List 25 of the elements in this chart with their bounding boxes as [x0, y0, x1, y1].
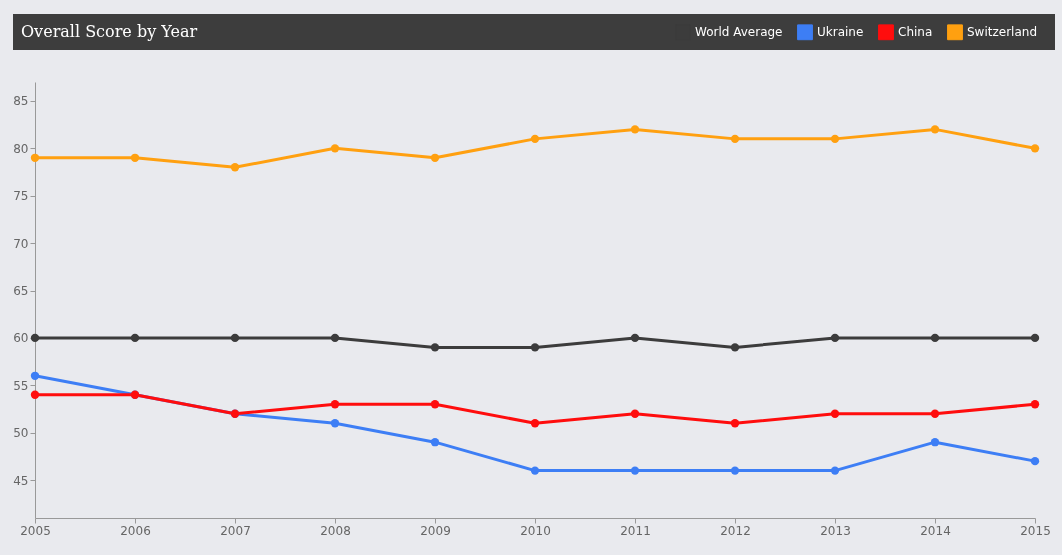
legend-label: Ukraine	[817, 25, 864, 40]
x-tick-label: 2012	[720, 523, 751, 538]
x-tick-label: 2014	[920, 523, 951, 538]
y-tick-label: 60	[13, 331, 29, 346]
legend-label: China	[898, 25, 933, 40]
x-tick-label: 2005	[20, 523, 51, 538]
x-tick-label: 2010	[520, 523, 551, 538]
y-tick-label: 55	[13, 378, 29, 393]
y-tick-label: 45	[13, 473, 29, 488]
y-tick-label: 65	[13, 284, 29, 299]
x-tick-label: 2009	[420, 523, 451, 538]
y-tick-label: 70	[13, 236, 29, 251]
legend-label: Switzerland	[967, 25, 1037, 40]
y-tick-label: 75	[13, 189, 29, 204]
x-tick-label: 2013	[820, 523, 851, 538]
text: World Average	[695, 25, 783, 40]
y-tick-label: 80	[13, 141, 29, 156]
chart-title: Overall Score by Year	[21, 22, 198, 41]
x-tick-label: 2015	[1020, 523, 1051, 538]
x-tick-label: 2008	[320, 523, 351, 538]
y-tick-label: 85	[13, 94, 29, 109]
x-tick-label: 2011	[620, 523, 651, 538]
x-tick-label: 2006	[120, 523, 151, 538]
y-tick-label: 50	[13, 426, 29, 441]
x-tick-label: 2007	[220, 523, 251, 538]
